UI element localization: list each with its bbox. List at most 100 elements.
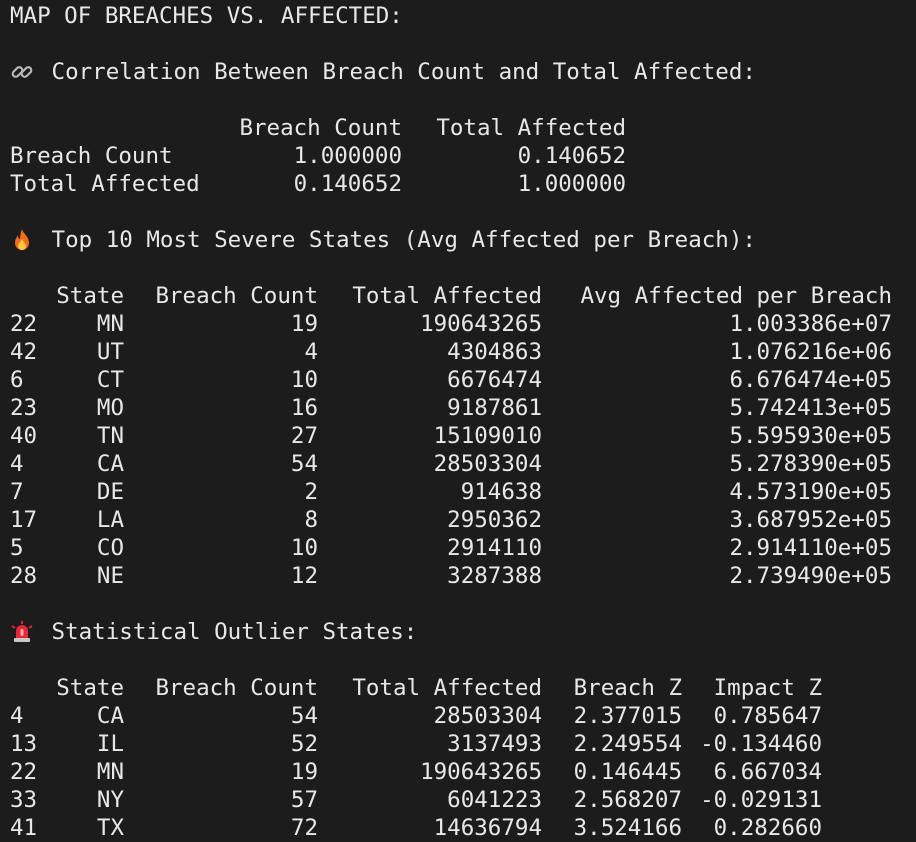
row-label: Total Affected bbox=[10, 171, 200, 197]
column-header: Total Affected bbox=[352, 283, 542, 309]
row-index: 33 bbox=[10, 787, 38, 813]
column-header: Breach Count bbox=[239, 115, 402, 141]
total-affected-cell: 3137493 bbox=[447, 731, 542, 757]
siren-icon bbox=[10, 620, 38, 642]
row-index: 13 bbox=[10, 731, 38, 757]
table-cell: 0.140652 bbox=[517, 143, 626, 169]
row-index: 17 bbox=[10, 507, 38, 533]
breach-count-cell: 57 bbox=[290, 787, 318, 813]
breach-count-cell: 54 bbox=[290, 451, 318, 477]
breach-z-cell: 3.524166 bbox=[573, 815, 682, 841]
column-header: Breach Count bbox=[155, 675, 318, 701]
column-header: Total Affected bbox=[436, 115, 626, 141]
top-states-heading: Top 10 Most Severe States (Avg Affected … bbox=[51, 227, 756, 253]
outliers-heading-line: Statistical Outlier States: bbox=[10, 618, 417, 646]
avg-affected-cell: 6.676474e+05 bbox=[729, 367, 892, 393]
fire-icon bbox=[10, 228, 38, 250]
table-cell: 1.000000 bbox=[517, 171, 626, 197]
state-cell: MO bbox=[96, 395, 124, 421]
impact-z-cell: -0.029131 bbox=[700, 787, 822, 813]
total-affected-cell: 9187861 bbox=[447, 395, 542, 421]
breach-count-cell: 72 bbox=[290, 815, 318, 841]
total-affected-cell: 914638 bbox=[460, 479, 542, 505]
row-index: 22 bbox=[10, 759, 38, 785]
avg-affected-cell: 4.573190e+05 bbox=[729, 479, 892, 505]
breach-count-cell: 10 bbox=[290, 367, 318, 393]
breach-count-cell: 4 bbox=[304, 339, 318, 365]
output-title: MAP OF BREACHES VS. AFFECTED: bbox=[10, 3, 403, 29]
total-affected-cell: 2914110 bbox=[447, 535, 542, 561]
breach-count-cell: 52 bbox=[290, 731, 318, 757]
avg-affected-cell: 5.742413e+05 bbox=[729, 395, 892, 421]
avg-affected-cell: 1.076216e+06 bbox=[729, 339, 892, 365]
breach-z-cell: 0.146445 bbox=[573, 759, 682, 785]
breach-count-cell: 10 bbox=[290, 535, 318, 561]
column-header: Impact Z bbox=[713, 675, 822, 701]
row-index: 4 bbox=[10, 451, 24, 477]
state-cell: TX bbox=[96, 815, 124, 841]
impact-z-cell: 0.785647 bbox=[713, 703, 822, 729]
state-cell: IL bbox=[96, 731, 124, 757]
total-affected-cell: 14636794 bbox=[433, 815, 542, 841]
breach-count-cell: 19 bbox=[290, 759, 318, 785]
breach-z-cell: 2.568207 bbox=[573, 787, 682, 813]
total-affected-cell: 3287388 bbox=[447, 563, 542, 589]
avg-affected-cell: 5.595930e+05 bbox=[729, 423, 892, 449]
state-cell: CO bbox=[96, 535, 124, 561]
state-cell: UT bbox=[96, 339, 124, 365]
total-affected-cell: 2950362 bbox=[447, 507, 542, 533]
breach-z-cell: 2.249554 bbox=[573, 731, 682, 757]
impact-z-cell: -0.134460 bbox=[700, 731, 822, 757]
impact-z-cell: 0.282660 bbox=[713, 815, 822, 841]
total-affected-cell: 28503304 bbox=[433, 451, 542, 477]
breach-count-cell: 54 bbox=[290, 703, 318, 729]
breach-count-cell: 2 bbox=[304, 479, 318, 505]
state-cell: MN bbox=[96, 759, 124, 785]
row-index: 28 bbox=[10, 563, 38, 589]
row-index: 4 bbox=[10, 703, 24, 729]
column-header: Breach Z bbox=[573, 675, 682, 701]
breach-count-cell: 12 bbox=[290, 563, 318, 589]
state-cell: MN bbox=[96, 311, 124, 337]
state-cell: CT bbox=[96, 367, 124, 393]
total-affected-cell: 6676474 bbox=[447, 367, 542, 393]
state-cell: CA bbox=[96, 703, 124, 729]
total-affected-cell: 15109010 bbox=[433, 423, 542, 449]
row-index: 6 bbox=[10, 367, 24, 393]
total-affected-cell: 4304863 bbox=[447, 339, 542, 365]
total-affected-cell: 6041223 bbox=[447, 787, 542, 813]
link-icon bbox=[10, 60, 38, 82]
state-cell: NE bbox=[96, 563, 124, 589]
avg-affected-cell: 5.278390e+05 bbox=[729, 451, 892, 477]
row-index: 5 bbox=[10, 535, 24, 561]
table-cell: 1.000000 bbox=[293, 143, 402, 169]
column-header: Total Affected bbox=[352, 675, 542, 701]
correlation-heading: Correlation Between Breach Count and Tot… bbox=[51, 59, 756, 85]
impact-z-cell: 6.667034 bbox=[713, 759, 822, 785]
correlation-heading-line: Correlation Between Breach Count and Tot… bbox=[10, 58, 756, 86]
column-header: State bbox=[56, 283, 124, 309]
breach-count-cell: 19 bbox=[290, 311, 318, 337]
outliers-heading: Statistical Outlier States: bbox=[51, 619, 418, 645]
column-header: Breach Count bbox=[155, 283, 318, 309]
row-index: 7 bbox=[10, 479, 24, 505]
state-cell: DE bbox=[96, 479, 124, 505]
breach-count-cell: 16 bbox=[290, 395, 318, 421]
column-header: Avg Affected per Breach bbox=[580, 283, 892, 309]
row-index: 22 bbox=[10, 311, 38, 337]
breach-count-cell: 27 bbox=[290, 423, 318, 449]
row-index: 23 bbox=[10, 395, 38, 421]
state-cell: CA bbox=[96, 451, 124, 477]
top-states-heading-line: Top 10 Most Severe States (Avg Affected … bbox=[10, 226, 756, 254]
total-affected-cell: 28503304 bbox=[433, 703, 542, 729]
total-affected-cell: 190643265 bbox=[420, 759, 542, 785]
row-label: Breach Count bbox=[10, 143, 173, 169]
state-cell: LA bbox=[96, 507, 124, 533]
state-cell: NY bbox=[96, 787, 124, 813]
total-affected-cell: 190643265 bbox=[420, 311, 542, 337]
avg-affected-cell: 2.914110e+05 bbox=[729, 535, 892, 561]
table-cell: 0.140652 bbox=[293, 171, 402, 197]
avg-affected-cell: 3.687952e+05 bbox=[729, 507, 892, 533]
column-header: State bbox=[56, 675, 124, 701]
